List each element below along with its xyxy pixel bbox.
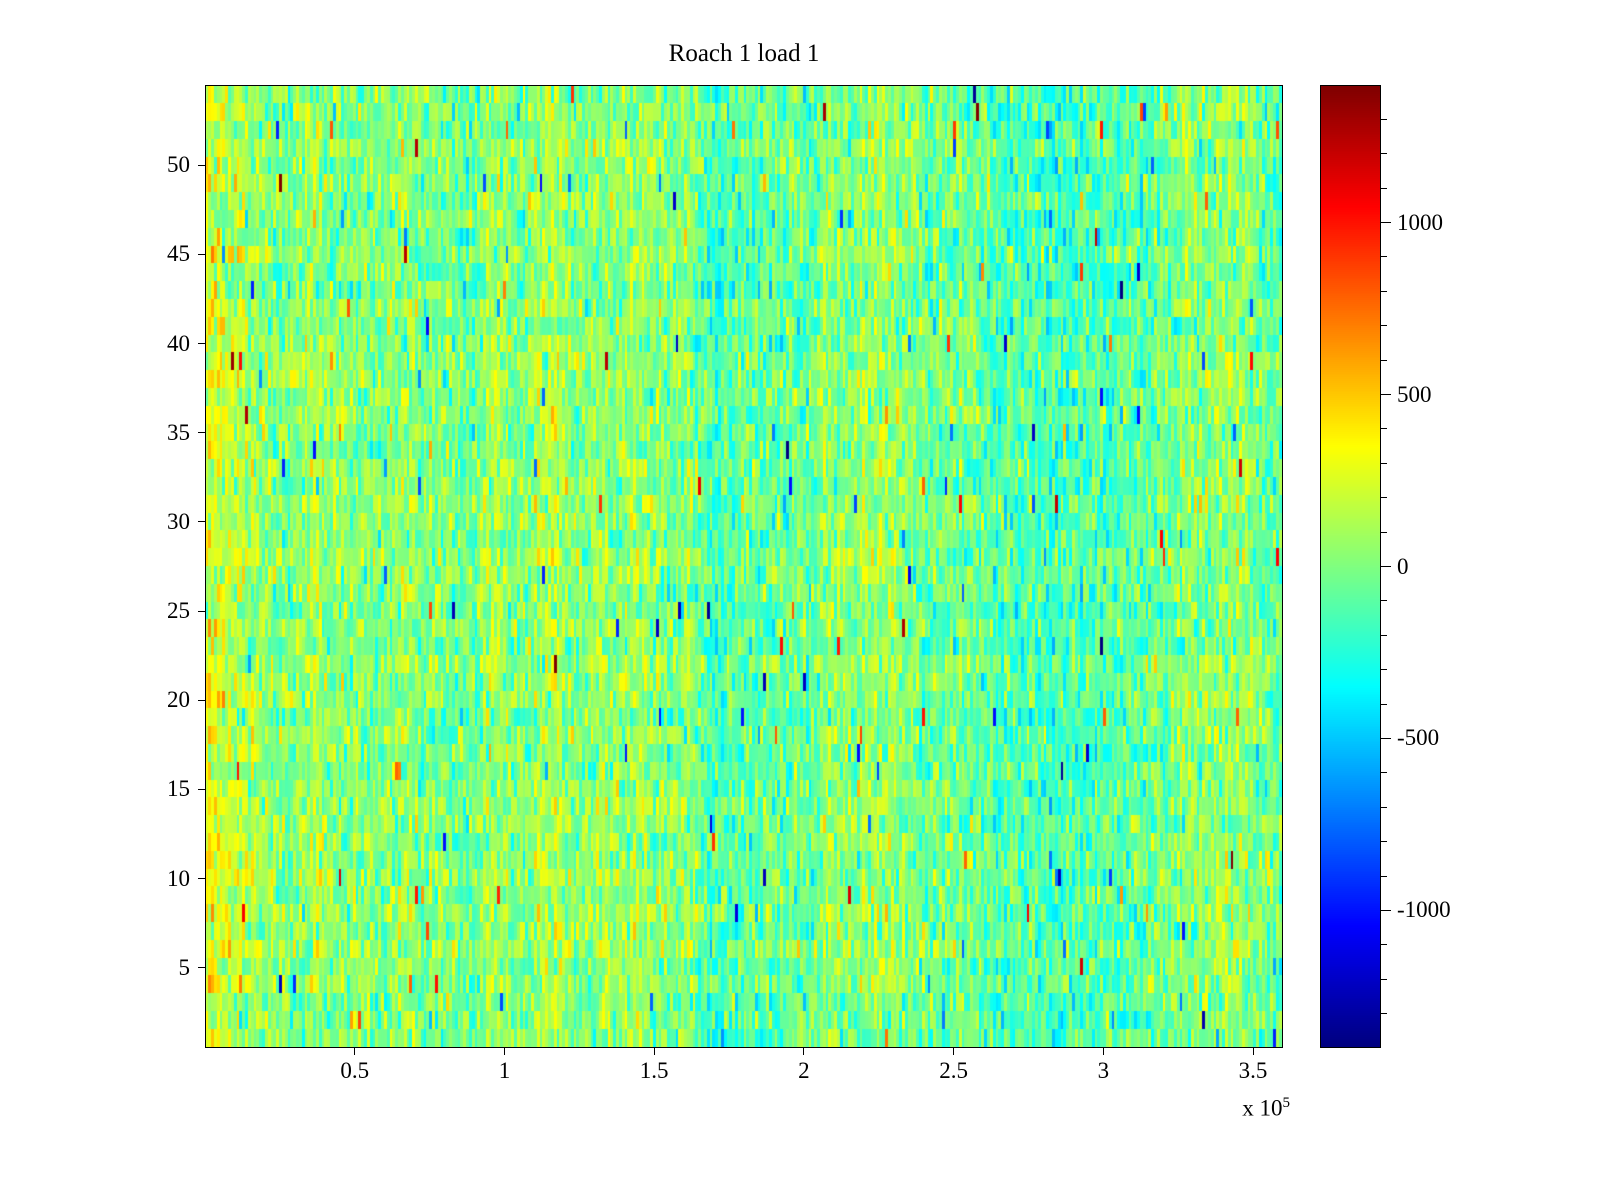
colorbar-minor-tick	[1381, 772, 1387, 774]
heatmap-image	[206, 86, 1282, 1047]
colorbar-minor-tick	[1381, 256, 1387, 258]
colorbar-minor-tick	[1381, 634, 1387, 636]
y-tick-mark	[198, 878, 205, 880]
colorbar-minor-tick	[1381, 359, 1387, 361]
x-axis-multiplier-exponent: 5	[1282, 1095, 1291, 1111]
colorbar-minor-tick	[1381, 497, 1387, 499]
y-tick-label: 20	[167, 687, 190, 713]
colorbar-tick-label: -500	[1397, 725, 1440, 751]
colorbar-major-tick	[1381, 222, 1391, 224]
colorbar	[1320, 85, 1381, 1048]
colorbar-major-tick	[1381, 909, 1391, 911]
colorbar-major-tick	[1381, 394, 1391, 396]
y-tick-label: 5	[178, 954, 191, 980]
y-tick-label: 10	[167, 865, 190, 891]
x-tick-mark	[503, 1048, 505, 1055]
y-tick-mark	[198, 788, 205, 790]
colorbar-minor-tick	[1381, 153, 1387, 155]
x-tick-mark	[1252, 1048, 1254, 1055]
y-tick-label: 15	[167, 776, 190, 802]
y-tick-mark	[198, 967, 205, 969]
x-tick-label: 3.5	[1238, 1058, 1268, 1083]
y-tick-label: 45	[167, 241, 190, 267]
x-tick-label: 2	[798, 1058, 810, 1083]
y-tick-label: 50	[167, 152, 190, 178]
colorbar-major-tick	[1381, 566, 1391, 567]
y-tick-mark	[198, 610, 205, 612]
colorbar-minor-tick	[1381, 462, 1387, 464]
colorbar-tick-label: 1000	[1397, 209, 1443, 235]
y-tick-mark	[198, 521, 205, 523]
colorbar-minor-tick	[1381, 841, 1387, 843]
colorbar-minor-tick	[1381, 187, 1387, 189]
y-tick-mark	[198, 432, 205, 434]
y-tick-label: 40	[167, 330, 190, 356]
x-tick-label: 2.5	[939, 1058, 968, 1083]
colorbar-minor-tick	[1381, 118, 1387, 120]
x-tick-label: 0.5	[340, 1058, 370, 1083]
x-tick-mark	[953, 1048, 955, 1055]
colorbar-minor-tick	[1381, 669, 1387, 671]
x-tick-label: 1.5	[639, 1058, 669, 1083]
y-tick-label: 25	[167, 598, 190, 624]
colorbar-minor-tick	[1381, 531, 1387, 533]
colorbar-major-tick	[1381, 737, 1391, 739]
x-tick-mark	[803, 1048, 805, 1055]
colorbar-tick-label: 0	[1397, 553, 1409, 579]
colorbar-tick-label: 500	[1397, 381, 1432, 407]
colorbar-minor-tick	[1381, 806, 1387, 808]
colorbar-minor-tick	[1381, 600, 1387, 602]
y-tick-mark	[198, 343, 205, 345]
x-tick-mark	[1102, 1048, 1104, 1055]
x-tick-label: 3	[1097, 1058, 1110, 1083]
colorbar-minor-tick	[1381, 703, 1387, 705]
y-tick-mark	[198, 164, 205, 166]
x-tick-mark	[354, 1048, 356, 1055]
y-tick-mark	[198, 699, 205, 701]
colorbar-minor-tick	[1381, 428, 1387, 430]
heatmap-plot-area	[205, 85, 1283, 1048]
colorbar-minor-tick	[1381, 1013, 1387, 1015]
x-tick-mark	[653, 1048, 655, 1055]
y-tick-label: 35	[167, 419, 190, 445]
y-tick-mark	[198, 253, 205, 255]
x-axis-exponent-label: x 105	[1180, 1095, 1290, 1122]
colorbar-minor-tick	[1381, 944, 1387, 946]
chart-title: Roach 1 load 1	[668, 40, 820, 67]
x-axis-multiplier-base: x 10	[1242, 1095, 1283, 1121]
colorbar-tick-label: -1000	[1397, 897, 1451, 923]
y-tick-label: 30	[167, 508, 190, 534]
x-tick-label: 1	[498, 1058, 511, 1083]
colorbar-gradient	[1321, 86, 1380, 1047]
colorbar-minor-tick	[1381, 290, 1387, 292]
colorbar-minor-tick	[1381, 978, 1387, 980]
colorbar-minor-tick	[1381, 325, 1387, 327]
colorbar-minor-tick	[1381, 875, 1387, 877]
